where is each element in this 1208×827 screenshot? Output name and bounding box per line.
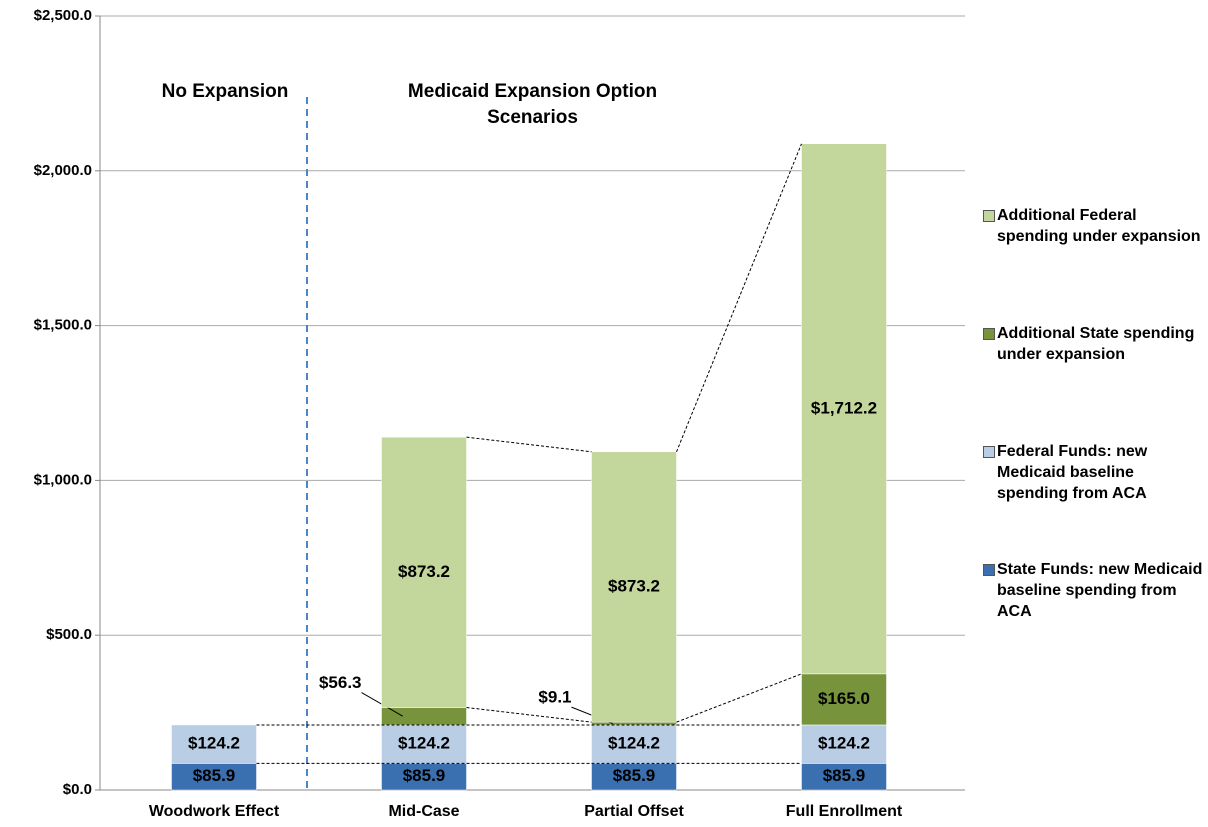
bar-segment [801,724,887,764]
y-tick-label: $1,500.0 [34,317,92,334]
bar-segment [591,451,677,723]
bar-segment [171,724,257,764]
bar-segment [381,724,467,764]
bar-segment [381,763,467,791]
legend-swatch [983,564,995,576]
value-label: $85.9 [193,766,236,785]
value-label: $124.2 [188,734,240,753]
value-label: $124.2 [398,734,450,753]
bar-segment [381,436,467,708]
value-label: $124.2 [608,734,660,753]
value-label: $124.2 [818,734,870,753]
bar-segment [801,143,887,675]
bar-segment [381,707,467,726]
y-tick-label: $2,000.0 [34,162,92,179]
value-label: $85.9 [403,766,446,785]
y-tick-label: $0.0 [63,781,92,798]
value-label: $85.9 [823,766,866,785]
value-label: $85.9 [613,766,656,785]
connector [466,436,592,453]
annotation: Medicaid Expansion Option Scenarios [407,81,658,128]
x-tick-label: Partial Offset [584,803,684,820]
value-label: $1,712.2 [811,398,877,417]
connector [466,707,592,723]
annotation: No Expansion [161,81,289,102]
value-label: $56.3 [319,673,362,692]
bar-segment [591,763,677,791]
x-tick-label: Full Enrollment [786,803,903,820]
x-tick-label: Mid-Case [388,803,459,820]
y-tick-label: $2,500.0 [34,7,92,24]
connector [676,673,802,723]
bar-segment [801,673,887,726]
legend-swatch [983,210,995,222]
bar-segment [591,724,677,764]
connector [676,143,802,452]
legend-label: Additional Federal spending under expans… [997,207,1201,245]
legend-swatch [983,446,995,458]
y-tick-label: $500.0 [46,626,92,643]
y-tick-label: $1,000.0 [34,471,92,488]
x-tick-label: Woodwork Effect [149,803,280,820]
legend-label: State Funds: new Medicaid baseline spend… [997,561,1203,620]
value-label: $9.1 [538,688,571,707]
legend-label: Federal Funds: new Medicaid baseline spe… [997,443,1148,502]
value-label: $165.0 [818,689,870,708]
legend-label: Additional State spending under expansio… [997,325,1195,363]
legend-swatch [983,328,995,340]
value-label: $873.2 [398,562,450,581]
value-label: $873.2 [608,576,660,595]
